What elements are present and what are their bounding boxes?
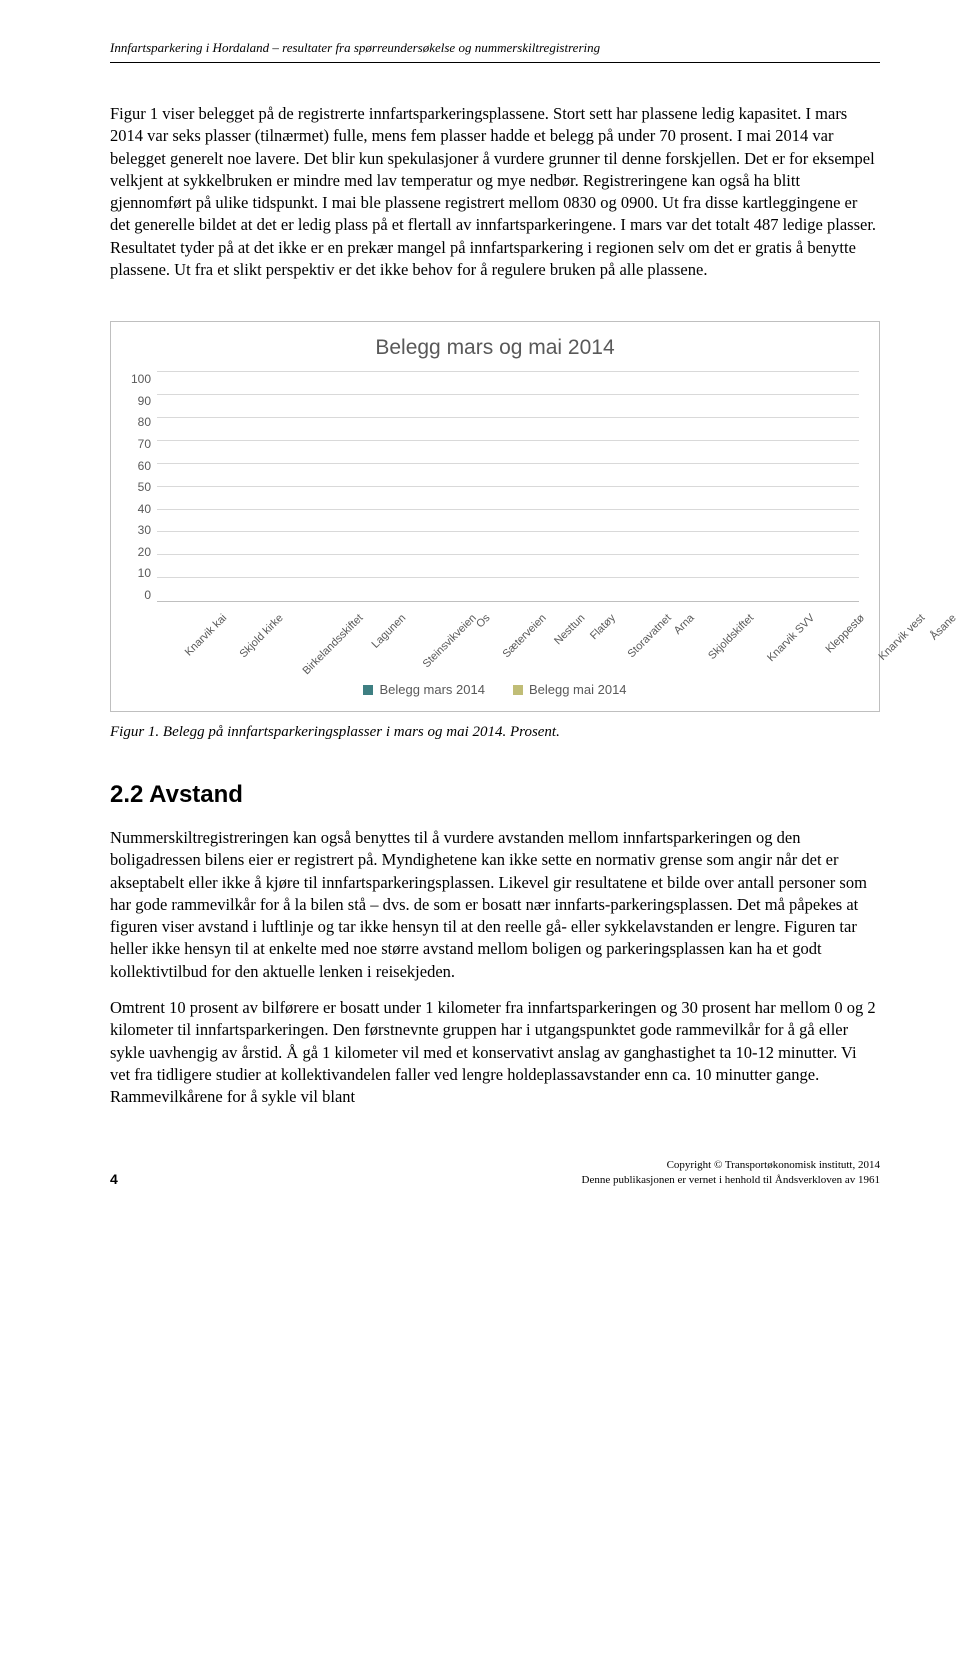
chart-container: Belegg mars og mai 2014 1009080706050403… <box>110 321 880 712</box>
gridline <box>157 531 859 532</box>
page-footer: 4 Copyright © Transportøkonomisk institu… <box>110 1158 880 1187</box>
chart-plot-area <box>157 372 859 602</box>
body-paragraph-3: Omtrent 10 prosent av bilførere er bosat… <box>110 997 880 1108</box>
footer-note: Denne publikasjonen er vernet i henhold … <box>582 1173 880 1187</box>
page-number: 4 <box>110 1171 118 1187</box>
y-tick: 20 <box>138 545 151 559</box>
chart-plot: 1009080706050403020100 <box>131 372 859 602</box>
footer-copyright: Copyright © Transportøkonomisk institutt… <box>582 1158 880 1172</box>
chart-title: Belegg mars og mai 2014 <box>131 336 859 360</box>
figure-caption: Figur 1. Belegg på innfartsparkeringspla… <box>110 724 880 741</box>
gridline <box>157 554 859 555</box>
gridline <box>157 509 859 510</box>
header-rule <box>110 62 880 63</box>
gridline <box>157 417 859 418</box>
x-label: Steinsvikveien <box>421 612 524 715</box>
gridline <box>157 371 859 372</box>
chart-y-axis: 1009080706050403020100 <box>131 372 157 602</box>
section-number: 2.2 <box>110 781 143 808</box>
gridline <box>157 486 859 487</box>
y-tick: 70 <box>138 437 151 451</box>
gridline <box>157 394 859 395</box>
body-paragraph-2: Nummerskiltregistreringen kan også benyt… <box>110 827 880 983</box>
y-tick: 30 <box>138 523 151 537</box>
gridline <box>157 463 859 464</box>
chart-bars <box>157 372 859 601</box>
running-header: Innfartsparkering i Hordaland – resultat… <box>110 40 880 56</box>
body-paragraph-1: Figur 1 viser belegget på de registrerte… <box>110 103 880 281</box>
y-tick: 10 <box>138 566 151 580</box>
footer-right: Copyright © Transportøkonomisk institutt… <box>582 1158 880 1187</box>
y-tick: 80 <box>138 415 151 429</box>
y-tick: 100 <box>131 372 151 386</box>
y-tick: 0 <box>144 588 151 602</box>
y-tick: 90 <box>138 394 151 408</box>
gridline <box>157 577 859 578</box>
gridline <box>157 440 859 441</box>
section-heading: 2.2 Avstand <box>110 781 880 809</box>
section-title: Avstand <box>149 781 243 808</box>
y-tick: 50 <box>138 480 151 494</box>
y-tick: 40 <box>138 502 151 516</box>
y-tick: 60 <box>138 459 151 473</box>
legend-swatch <box>513 685 523 695</box>
chart-x-labels: Knarvik kaiSkjold kirkeBirkelandsskiftet… <box>161 602 859 682</box>
